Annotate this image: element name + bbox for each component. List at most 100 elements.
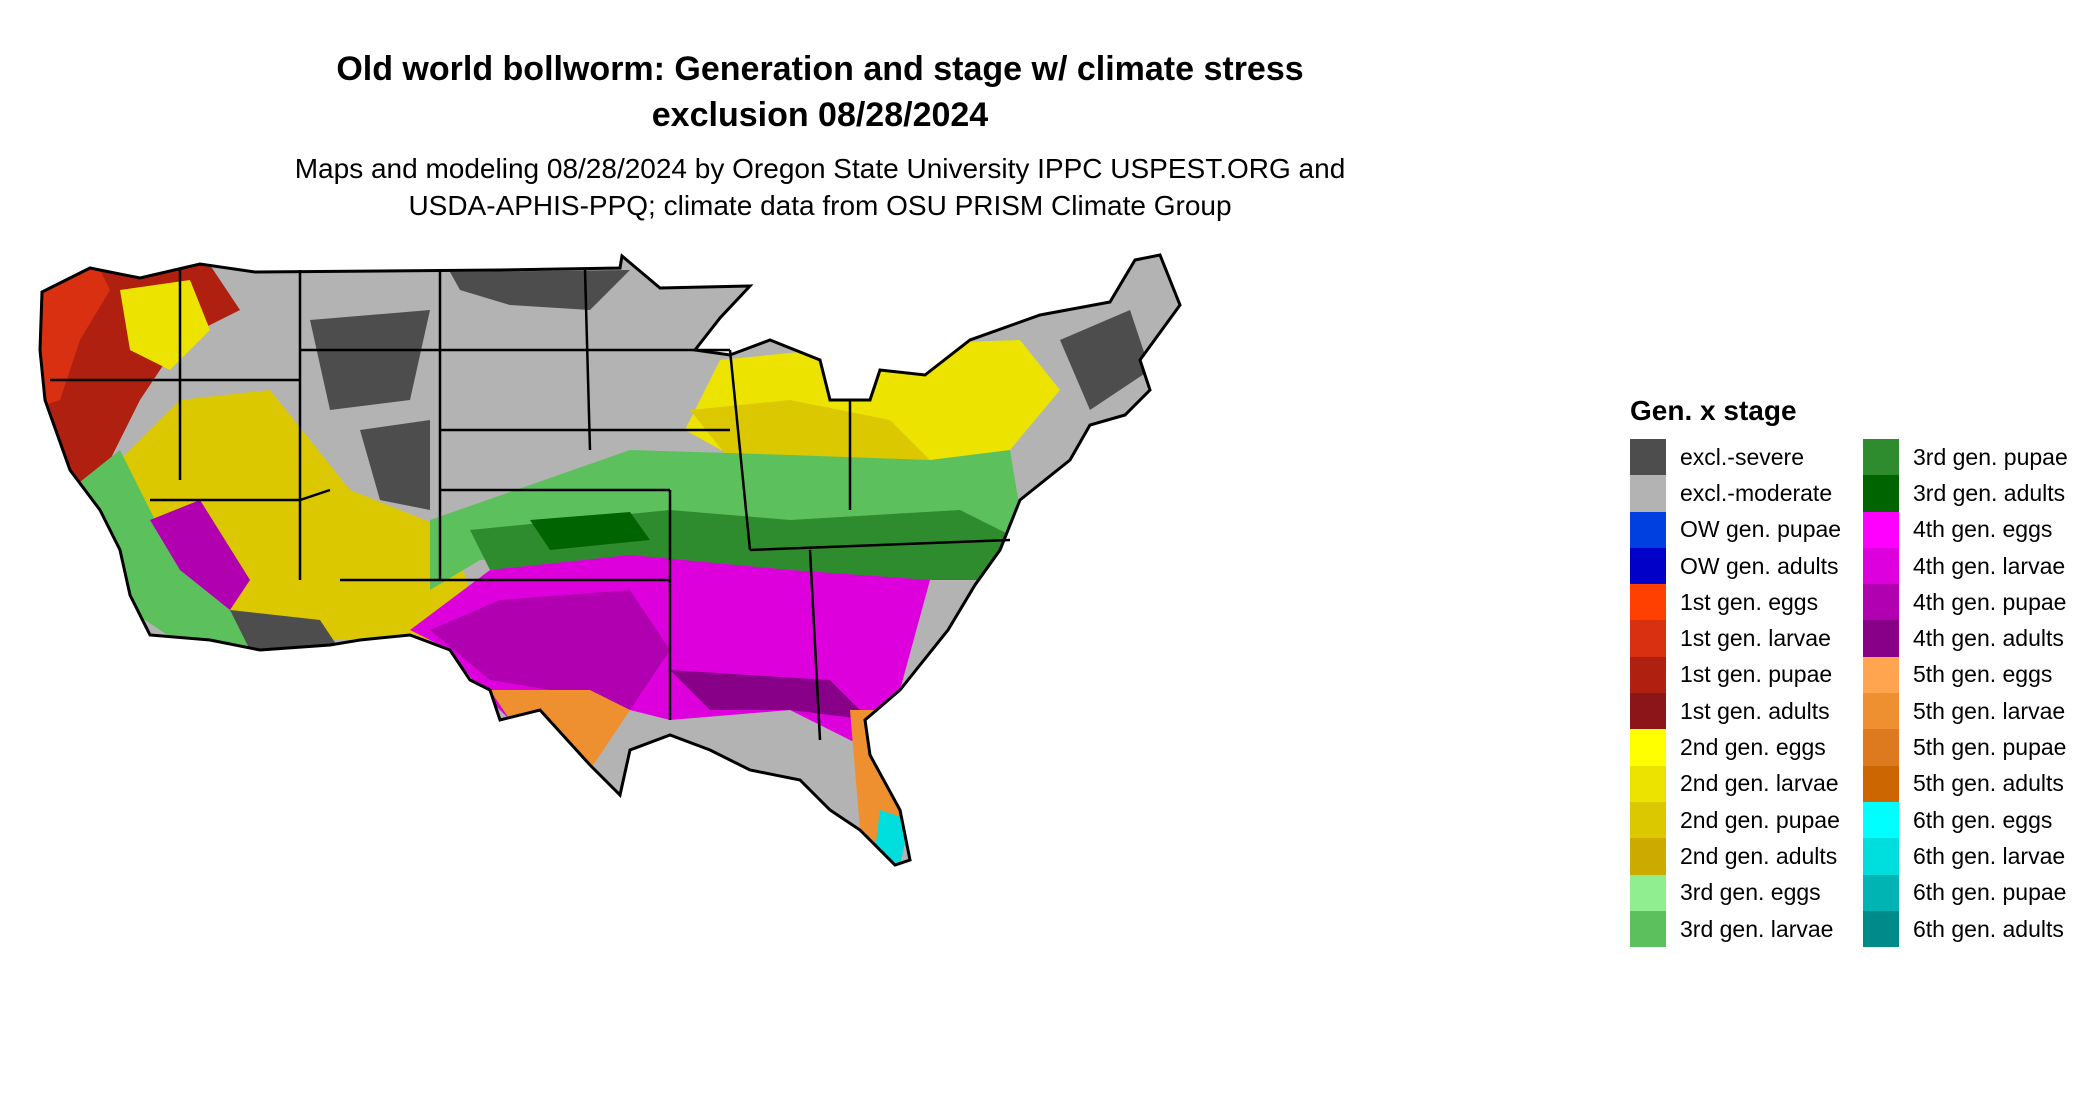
legend-item: OW gen. pupae	[1630, 511, 1863, 548]
subtitle-line-1: Maps and modeling 08/28/2024 by Oregon S…	[294, 153, 1346, 184]
legend-label: OW gen. pupae	[1680, 516, 1842, 543]
generation-stage-regions	[40, 255, 1180, 865]
us-map	[38, 253, 1182, 867]
legend-item: 1st gen. eggs	[1630, 584, 1863, 621]
legend-item: excl.-moderate	[1630, 475, 1863, 512]
legend-label: 1st gen. adults	[1680, 697, 1830, 724]
legend-item: 5th gen. adults	[1863, 765, 2096, 802]
legend-item: 3rd gen. adults	[1863, 475, 2096, 512]
legend-column: 3rd gen. pupae 3rd gen. adults 4th gen. eg…	[1863, 439, 2096, 948]
legend-item: 1st gen. pupae	[1630, 656, 1863, 694]
legend-label: 5th gen. larvae	[1913, 697, 2066, 724]
region-4th-gen-adults	[670, 670, 870, 720]
legend-swatch	[1863, 547, 1899, 585]
legend-item: 4th gen. adults	[1863, 620, 2096, 657]
legend-item: OW gen. adults	[1630, 547, 1863, 585]
legend-item: 2nd gen. eggs	[1630, 729, 1863, 766]
legend-swatch	[1630, 729, 1666, 766]
legend-item: 5th gen. pupae	[1863, 729, 2096, 766]
legend-swatch	[1630, 547, 1666, 585]
legend-label: 5th gen. pupae	[1913, 734, 2067, 761]
legend-swatch	[1630, 656, 1666, 694]
legend-label: 4th gen. eggs	[1913, 516, 2053, 543]
title-line-2: exclusion 08/28/2024	[651, 96, 989, 134]
legend-label: 3rd gen. eggs	[1680, 879, 1821, 906]
legend-label: 2nd gen. adults	[1680, 842, 1838, 869]
legend-label: 4th gen. larvae	[1913, 552, 2066, 579]
legend-swatch	[1630, 511, 1666, 548]
region-1st-gen-larvae	[40, 255, 110, 410]
legend-label: 3rd gen. pupae	[1913, 443, 2068, 470]
legend-label: 6th gen. larvae	[1913, 842, 2066, 869]
legend-swatch	[1863, 838, 1899, 875]
region-excl-severe-rockies	[310, 310, 430, 410]
legend-label: 6th gen. adults	[1913, 915, 2064, 942]
legend-label: excl.-severe	[1680, 443, 1804, 470]
legend-item: 1st gen. adults	[1630, 693, 1863, 730]
legend-label: 5th gen. adults	[1913, 770, 2064, 797]
legend-item: 6th gen. adults	[1863, 910, 2096, 948]
legend-item: 2nd gen. adults	[1630, 838, 1863, 875]
legend-item: 2nd gen. larvae	[1630, 765, 1863, 802]
subtitle-line-2: USDA-APHIS-PPQ; climate data from OSU PR…	[408, 190, 1232, 221]
legend-swatch	[1630, 693, 1666, 730]
region-4th-gen-pupae-south	[430, 590, 670, 710]
legend-column: excl.-severe excl.-moderate OW gen. pupae O…	[1630, 439, 1863, 948]
legend-title: Gen. x stage	[1630, 395, 1797, 426]
legend-swatch	[1863, 511, 1899, 548]
legend-swatch	[1863, 765, 1899, 802]
region-excl-severe-maine	[1060, 310, 1150, 410]
legend-swatch	[1863, 874, 1899, 911]
legend-item: 5th gen. larvae	[1863, 693, 2096, 730]
legend-swatch	[1863, 729, 1899, 766]
legend-swatch	[1630, 439, 1666, 476]
legend-swatch	[1630, 475, 1666, 512]
legend-item: 4th gen. pupae	[1863, 584, 2096, 621]
legend-item: excl.-severe	[1630, 439, 1863, 476]
region-3rd-gen-adults	[530, 512, 650, 550]
legend-swatch	[1863, 620, 1899, 657]
state-boundaries	[50, 269, 1011, 741]
legend-label: OW gen. adults	[1680, 552, 1839, 579]
legend-swatch	[1630, 801, 1666, 839]
legend-label: excl.-moderate	[1680, 479, 1833, 506]
legend-label: 2nd gen. larvae	[1680, 770, 1839, 797]
legend-label: 2nd gen. eggs	[1680, 734, 1826, 761]
legend-label: 2nd gen. pupae	[1680, 806, 1840, 833]
legend-label: 3rd gen. larvae	[1680, 915, 1834, 942]
legend-item: 4th gen. larvae	[1863, 547, 2096, 585]
legend-label: 1st gen. larvae	[1680, 625, 1831, 652]
map-subtitle: Maps and modeling 08/28/2024 by Oregon S…	[200, 150, 1440, 224]
legend-swatch	[1863, 584, 1899, 621]
legend-label: 1st gen. pupae	[1680, 661, 1833, 688]
legend-swatch	[1630, 910, 1666, 948]
legend-swatch	[1630, 620, 1666, 657]
legend-label: 6th gen. pupae	[1913, 879, 2067, 906]
map-title: Old world bollworm: Generation and stage…	[200, 46, 1440, 138]
legend-swatch	[1863, 910, 1899, 948]
region-excl-severe-colorado	[360, 420, 430, 510]
legend-label: 3rd gen. adults	[1913, 479, 2066, 506]
legend-label: 6th gen. eggs	[1913, 806, 2053, 833]
legend-swatch	[1863, 693, 1899, 730]
legend-swatch	[1863, 475, 1899, 512]
legend-item: 3rd gen. pupae	[1863, 439, 2096, 476]
legend-swatch	[1630, 838, 1666, 875]
legend-label: 5th gen. eggs	[1913, 661, 2053, 688]
legend-item: 3rd gen. larvae	[1630, 910, 1863, 948]
legend-label: 4th gen. pupae	[1913, 588, 2067, 615]
legend-swatch	[1630, 874, 1666, 911]
legend-item: 1st gen. larvae	[1630, 620, 1863, 657]
legend-label: 4th gen. adults	[1913, 625, 2064, 652]
legend-swatch	[1630, 765, 1666, 802]
legend-item: 2nd gen. pupae	[1630, 801, 1863, 839]
legend-item: 3rd gen. eggs	[1630, 874, 1863, 911]
legend-columns: excl.-severe excl.-moderate OW gen. pupae O…	[1630, 439, 2096, 948]
legend-swatch	[1863, 801, 1899, 839]
title-line-1: Old world bollworm: Generation and stage…	[336, 50, 1304, 88]
region-6th-gen-larvae-texas	[520, 760, 590, 810]
legend-swatch	[1863, 656, 1899, 694]
region-2nd-gen-larvae-nw	[120, 280, 210, 370]
legend-item: 6th gen. eggs	[1863, 801, 2096, 839]
legend-item: 5th gen. eggs	[1863, 656, 2096, 694]
